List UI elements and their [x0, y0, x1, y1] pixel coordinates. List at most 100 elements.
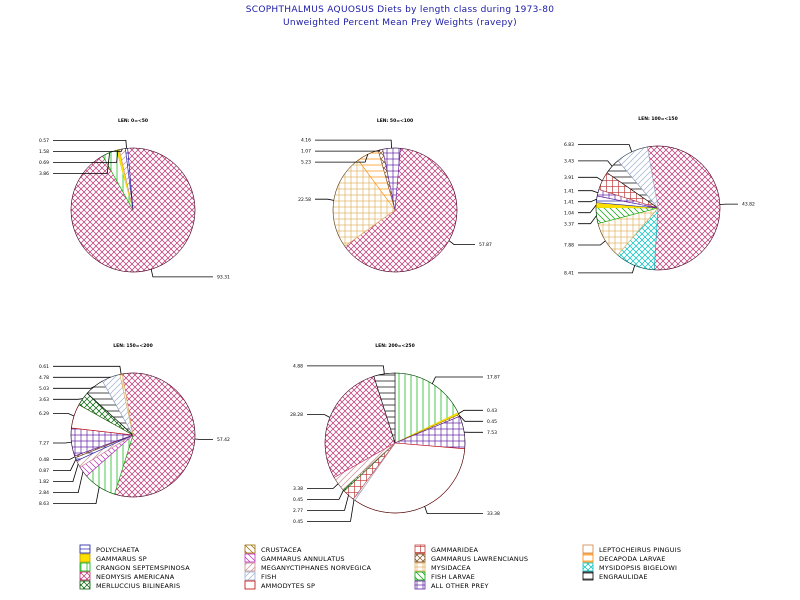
slice-value-label: 0.43 — [487, 408, 497, 414]
legend-swatch — [582, 562, 594, 572]
legend-item-meganyctiphanes-norvegica: MEGANYCTIPHANES NORVEGICA — [244, 562, 372, 572]
legend-swatch — [79, 571, 91, 581]
slice-value-label: 8.41 — [564, 270, 574, 276]
leader-line — [578, 204, 597, 214]
slice-value-label: 4.88 — [293, 364, 303, 370]
legend-item-ammodytes-sp: AMMODYTES SP — [244, 580, 315, 590]
legend-label: GAMMARUS SP — [96, 555, 147, 563]
legend-label: FISH LARVAE — [431, 573, 475, 581]
slice-value-label: 1.04 — [564, 210, 574, 216]
leader-line — [307, 483, 339, 489]
leader-line — [53, 463, 79, 483]
pies-group: LEN: 0=<50 93.31 0.57 1.58 0.69 3.86 LEN: 50=<… — [39, 116, 755, 525]
leader-line — [53, 459, 77, 472]
leader-line — [315, 139, 392, 149]
slice-value-label: 7.88 — [564, 243, 574, 249]
legend-swatch — [244, 580, 256, 590]
pie-chart-3: LEN: 100=<150 43.82 6.83 3.43 3.91 1.41 1.41 1.… — [564, 116, 755, 276]
leader-line — [53, 398, 83, 400]
legend-label: POLYCHAETA — [96, 546, 140, 554]
legend-item-mysidacea: MYSIDACEA — [414, 562, 471, 572]
leader-line — [307, 365, 385, 374]
slice-value-label: 0.45 — [487, 419, 497, 425]
legend-label: CRUSTACEA — [261, 546, 302, 554]
slice-value-label: 3.91 — [564, 175, 574, 181]
leader-line — [307, 499, 355, 522]
slice-value-label: 0.87 — [39, 468, 49, 474]
leader-line — [578, 190, 599, 194]
slice-value-label: 5.03 — [39, 386, 49, 392]
pie-chart-2: LEN: 50=<100 57.87 4.16 1.07 5.23 22.58 — [298, 118, 492, 273]
leader-line — [315, 149, 381, 152]
leader-line — [307, 495, 349, 511]
legend-label: LEPTOCHEIRUS PINGUIS — [599, 546, 681, 554]
legend-label: MYSIDOPSIS BIGELOWI — [599, 564, 677, 572]
leader-line — [150, 269, 213, 278]
legend-swatch — [414, 580, 426, 590]
pie-chart-4: LEN: 150=<200 57.42 0.61 4.78 5.03 3.63 6.29 7.… — [39, 343, 230, 507]
legend-swatch — [582, 544, 594, 554]
legend-label: GAMMARUS LAWRENCIANUS — [431, 555, 528, 563]
slice-value-label: 4.16 — [301, 138, 311, 144]
legend-item-gammarus-annulatus: GAMMARUS ANNULATUS — [244, 553, 345, 563]
slice-value-label: 1.41 — [564, 199, 574, 205]
slice-value-label: 33.38 — [487, 511, 500, 517]
slice-value-label: 3.38 — [293, 486, 303, 492]
legend-swatch — [79, 562, 91, 572]
leader-line — [578, 198, 597, 203]
leader-line — [448, 240, 475, 246]
slice-value-label: 1.07 — [301, 149, 311, 155]
leader-line — [424, 506, 483, 514]
legend-item-gammaridea: GAMMARIDEA — [414, 544, 478, 554]
slice-value-label: 0.69 — [39, 160, 49, 166]
legend-swatch — [79, 580, 91, 590]
pie-title: LEN: 0=<50 — [118, 118, 148, 124]
legend-item-leptocheirus-pinguis: LEPTOCHEIRUS PINGUIS — [582, 544, 681, 554]
slice-value-label: 43.82 — [742, 202, 755, 208]
legend-label: CRANGON SEPTEMSPINOSA — [96, 564, 190, 572]
legend-item-fish: FISH — [244, 571, 276, 581]
slice-value-label: 8.63 — [39, 501, 49, 507]
leader-line — [53, 471, 84, 494]
legend-label: MEGANYCTIPHANES NORVEGICA — [261, 564, 372, 572]
leader-line — [578, 215, 597, 225]
legend-item-mysidopsis-bigelowi: MYSIDOPSIS BIGELOWI — [582, 562, 677, 572]
legend-label: AMMODYTES SP — [261, 582, 315, 590]
leader-line — [307, 490, 344, 500]
slice-value-label: 0.48 — [39, 457, 49, 463]
slice-value-label: 1.58 — [39, 149, 49, 155]
leader-line — [53, 149, 119, 163]
legend-label: NEOMYSIS AMERICANA — [96, 573, 175, 581]
slice-value-label: 7.53 — [487, 430, 497, 436]
legend-swatch — [244, 571, 256, 581]
slice-value-label: 28.28 — [290, 412, 303, 418]
pie-title: LEN: 100=<150 — [638, 116, 677, 122]
slice-value-label: 4.78 — [39, 375, 49, 381]
legend-label: MYSIDACEA — [431, 564, 471, 572]
slice-value-label: 2.77 — [293, 508, 303, 514]
legend-item-neomysis-americana: NEOMYSIS AMERICANA — [79, 571, 175, 581]
leader-line — [53, 441, 72, 444]
leader-line — [315, 154, 369, 163]
legend-swatch — [414, 553, 426, 563]
legend-item-decapoda-larvae: DECAPODA LARVAE — [582, 553, 665, 563]
slice-neomysis-americana — [324, 375, 396, 478]
leader-line — [194, 438, 213, 440]
leader-line — [53, 386, 95, 389]
leader-line — [53, 456, 76, 461]
leader-line — [53, 413, 75, 417]
slice-value-label: 93.31 — [217, 275, 230, 281]
leader-line — [307, 414, 330, 418]
leader-line — [53, 152, 110, 174]
leader-line — [578, 144, 633, 152]
slice-value-label: 0.45 — [293, 519, 303, 525]
slice-value-label: 6.83 — [564, 142, 574, 148]
legend-item-gammarus-sp: GAMMARUS SP — [79, 553, 147, 563]
leader-line — [578, 176, 603, 182]
legend-swatch — [79, 544, 91, 554]
legend-label: GAMMARUS ANNULATUS — [261, 555, 345, 563]
legend-swatch — [244, 562, 256, 572]
legend-label: FISH — [261, 573, 276, 581]
leader-line — [431, 376, 483, 384]
slice-value-label: 0.45 — [293, 497, 303, 503]
